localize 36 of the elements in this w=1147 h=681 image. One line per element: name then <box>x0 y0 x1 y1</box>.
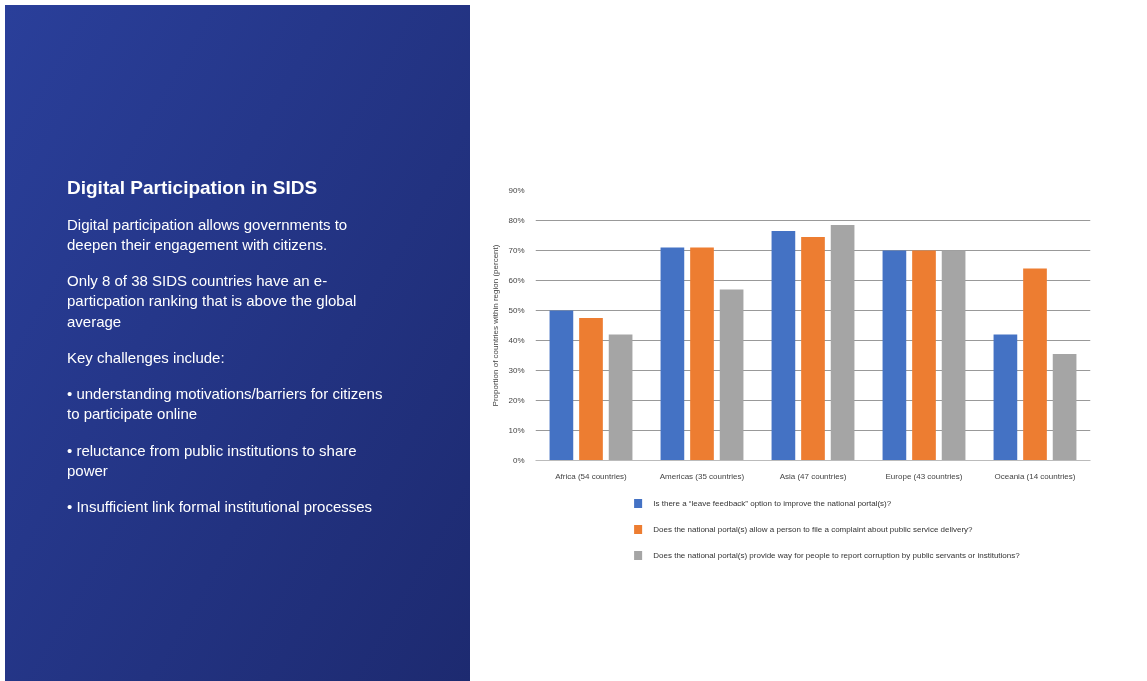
text: Key challenges include: <box>67 347 226 368</box>
bar <box>690 247 714 461</box>
bar <box>771 231 796 461</box>
y-tick-label: 10% <box>508 426 525 435</box>
legend-label: Does the national portal(s) provide way for people to report corruption by public servants or institutions? <box>653 551 1021 560</box>
bar <box>579 318 603 461</box>
text: Digital Participation in SIDS <box>67 176 319 200</box>
y-tick-label: 70% <box>508 246 525 255</box>
x-tick-label: Europe (43 countries) <box>885 471 963 481</box>
x-tick-label: Africa (54 countries) <box>555 471 628 481</box>
text: Digital participation allows governments to deepen their engagement with citizens. <box>67 214 349 255</box>
legend-label: Is there a “leave feedback” option to improve the national portal(s)? <box>653 499 892 508</box>
legend-label: Does the national portal(s) allow a person to file a complaint about public service delivery? <box>653 525 974 534</box>
y-tick-label: 0% <box>512 456 525 465</box>
x-tick-label: Americas (35 countries) <box>659 471 745 481</box>
y-tick-label: 60% <box>508 276 525 285</box>
x-tick-label: Asia (47 countries) <box>779 471 847 481</box>
bar <box>882 250 907 461</box>
y-tick-label: 80% <box>508 216 525 225</box>
y-tick-label: 20% <box>508 396 525 405</box>
x-tick-label: Oceania (14 countries) <box>994 471 1076 481</box>
y-axis-title: Proportion of countries within region (percent) <box>491 244 501 407</box>
y-tick-label: 40% <box>508 336 525 345</box>
y-tick-label: 50% <box>508 306 525 315</box>
y-tick-label: 90% <box>508 186 525 195</box>
text: • Insufficient link formal institutional processes <box>67 497 374 518</box>
text: Only 8 of 38 SIDS countries have an e-particpation ranking that is above the global average <box>67 271 358 332</box>
bar <box>1023 268 1047 461</box>
bar <box>549 310 574 461</box>
text: • reluctance from public institutions to share power <box>67 440 358 481</box>
text: • understanding motivations/barriers for citizens to participate online <box>67 384 384 425</box>
bar <box>801 237 825 461</box>
bar <box>660 247 685 461</box>
bar <box>912 250 936 461</box>
y-tick-label: 30% <box>508 366 525 375</box>
bar <box>993 334 1018 461</box>
